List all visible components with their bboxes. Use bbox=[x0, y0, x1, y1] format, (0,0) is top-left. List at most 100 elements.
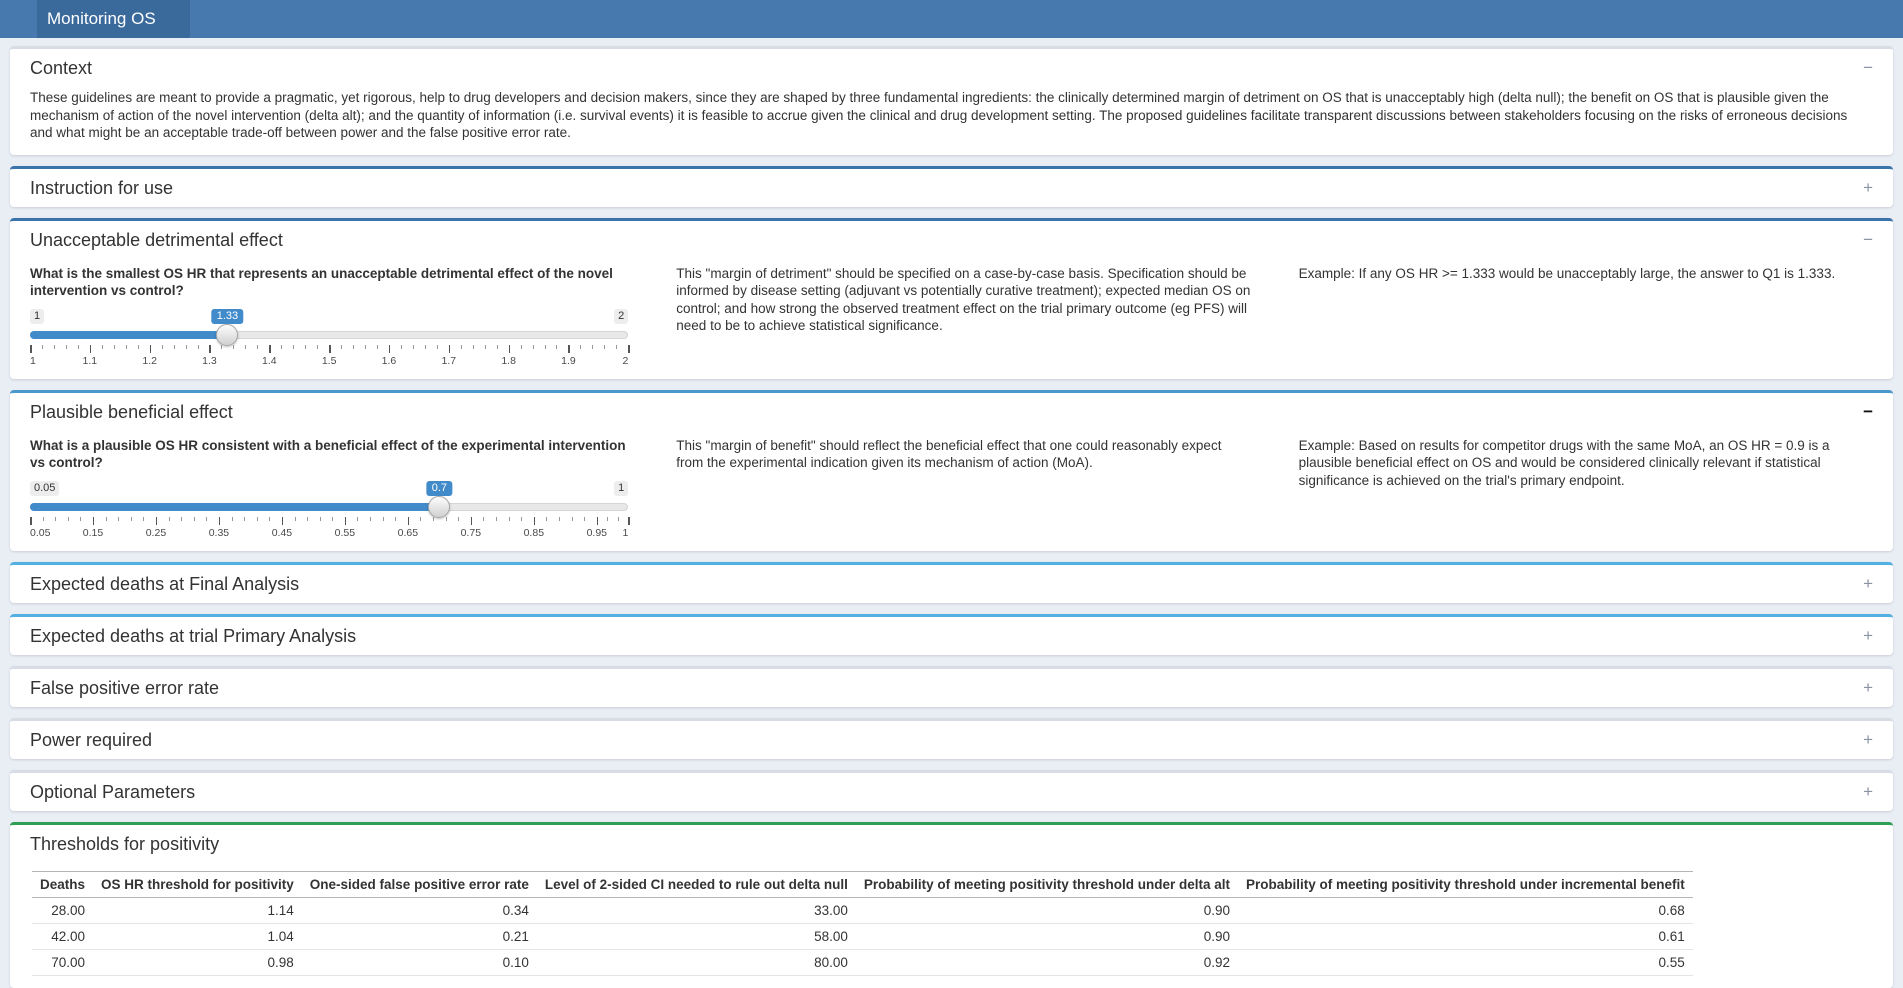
slider-minor-tick bbox=[105, 516, 107, 521]
table-header-row: Deaths OS HR threshold for positivity One-… bbox=[32, 870, 1693, 898]
slider-minor-tick bbox=[460, 344, 462, 349]
slider-minor-tick bbox=[113, 344, 115, 349]
slider-minor-tick bbox=[584, 516, 586, 521]
thresholds-table-wrapper: Deaths OS HR threshold for positivity One-… bbox=[10, 870, 1893, 988]
panel-plausible-header[interactable]: Plausible beneficial effect − bbox=[10, 393, 1893, 431]
panel-unacceptable-header[interactable]: Unacceptable detrimental effect − bbox=[10, 221, 1893, 259]
slider-minor-tick bbox=[269, 516, 271, 521]
slider-minor-tick bbox=[412, 344, 414, 349]
panel-context-header[interactable]: Context − bbox=[10, 49, 1893, 87]
panel-expected-final-header[interactable]: Expected deaths at Final Analysis + bbox=[10, 565, 1893, 603]
panel-power-header[interactable]: Power required + bbox=[10, 721, 1893, 759]
slider-minor-tick bbox=[484, 344, 486, 349]
panel-optional-header[interactable]: Optional Parameters + bbox=[10, 773, 1893, 811]
slider-minor-tick bbox=[231, 516, 233, 521]
slider-major-tick bbox=[407, 516, 410, 525]
tab-monitoring-os[interactable]: Monitoring OS bbox=[37, 0, 190, 38]
slider-tick-label: 0.95 bbox=[586, 526, 608, 539]
panel-unacceptable-detrimental-effect: Unacceptable detrimental effect − What i… bbox=[10, 217, 1893, 379]
table-cell: 70.00 bbox=[32, 949, 94, 976]
slider-tick-label: 1.4 bbox=[262, 354, 277, 367]
os-hr-benefit-slider[interactable]: 0.05 1 0.7 0.05 0.15 0.25 0.35 0.45 0.55 0.65 0.75… bbox=[30, 480, 630, 539]
slider-handle[interactable] bbox=[216, 323, 239, 346]
expand-plus-icon[interactable]: + bbox=[1863, 729, 1873, 749]
slider-grid: 0.05 0.15 0.25 0.35 0.45 0.55 0.65 0.75 0.85 0.95… bbox=[30, 516, 630, 539]
slider-minor-tick bbox=[101, 344, 103, 349]
slider-major-tick bbox=[155, 516, 158, 525]
slider-major-tick bbox=[470, 516, 473, 525]
slider-minor-tick bbox=[400, 344, 402, 349]
slider-tick-label: 1.9 bbox=[561, 354, 576, 367]
table-cell: 80.00 bbox=[536, 949, 856, 976]
slider-minor-tick bbox=[458, 516, 460, 521]
slider-tick-label: 1.6 bbox=[381, 354, 397, 367]
main-content: Context − These guidelines are meant to … bbox=[0, 38, 1903, 988]
table-header-cell: One-sided false positive error rate bbox=[301, 870, 537, 898]
slider-major-tick bbox=[388, 344, 391, 353]
slider-column: What is the smallest OS HR that represen… bbox=[30, 261, 630, 367]
slider-minor-tick bbox=[67, 516, 69, 521]
slider-minor-tick bbox=[616, 344, 618, 349]
slider-minor-tick bbox=[256, 516, 258, 521]
slider-minor-tick bbox=[181, 516, 183, 521]
table-cell: 1.04 bbox=[93, 923, 302, 950]
table-row: 28.00 1.14 0.34 33.00 0.90 0.68 bbox=[32, 897, 1693, 924]
slider-tick-label: 1.2 bbox=[142, 354, 157, 367]
slider-minor-tick bbox=[382, 516, 384, 521]
expand-plus-icon[interactable]: + bbox=[1863, 625, 1873, 645]
panel-expected-primary-header[interactable]: Expected deaths at trial Primary Analysi… bbox=[10, 617, 1893, 655]
slider-tick-label: 0.75 bbox=[460, 526, 482, 539]
slider-minor-tick bbox=[433, 516, 435, 521]
detriment-note: This "margin of detriment" should be spe… bbox=[676, 265, 1251, 334]
panel-title: Unacceptable detrimental effect bbox=[30, 229, 283, 250]
panel-title: Instruction for use bbox=[30, 177, 174, 198]
slider-minor-tick bbox=[143, 516, 145, 521]
expand-plus-icon[interactable]: + bbox=[1863, 677, 1873, 697]
slider-minor-tick bbox=[294, 516, 296, 521]
panel-plausible-beneficial-effect: Plausible beneficial effect − What is a … bbox=[10, 389, 1893, 551]
slider-major-tick bbox=[92, 516, 95, 525]
table-cell: 0.61 bbox=[1237, 923, 1693, 950]
collapse-minus-icon[interactable]: − bbox=[1863, 229, 1873, 249]
context-paragraph: These guidelines are meant to provide a … bbox=[30, 90, 1848, 140]
slider-major-tick bbox=[218, 516, 221, 525]
detriment-question: What is the smallest OS HR that represen… bbox=[30, 265, 613, 298]
slider-minor-tick bbox=[607, 516, 609, 521]
slider-minor-tick bbox=[53, 344, 55, 349]
table-cell: 28.00 bbox=[32, 897, 94, 924]
table-row: 42.00 1.04 0.21 58.00 0.90 0.61 bbox=[32, 923, 1693, 950]
slider-major-tick bbox=[628, 516, 630, 525]
slider-minor-tick bbox=[420, 516, 422, 521]
slider-major-tick bbox=[149, 344, 152, 353]
slider-minor-tick bbox=[293, 344, 295, 349]
slider-min-label: 1 bbox=[30, 308, 45, 324]
slider-minor-tick bbox=[571, 516, 573, 521]
panel-title: Power required bbox=[30, 729, 153, 750]
expand-plus-icon[interactable]: + bbox=[1863, 781, 1873, 801]
table-cell: 0.90 bbox=[855, 897, 1238, 924]
slider-minor-tick bbox=[206, 516, 208, 521]
slider-minor-tick bbox=[173, 344, 175, 349]
expand-plus-icon[interactable]: + bbox=[1863, 177, 1873, 197]
panel-false-positive-header[interactable]: False positive error rate + bbox=[10, 669, 1893, 707]
panel-title: Optional Parameters bbox=[30, 781, 196, 802]
collapse-minus-icon[interactable]: − bbox=[1863, 401, 1873, 421]
slider-minor-tick bbox=[125, 344, 127, 349]
collapse-minus-icon[interactable]: − bbox=[1863, 58, 1873, 77]
table-header-cell: Probability of meeting positivity thresh… bbox=[1237, 870, 1693, 898]
detriment-example: Example: If any OS HR >= 1.333 would be … bbox=[1298, 265, 1836, 281]
slider-handle[interactable] bbox=[428, 495, 451, 518]
plausible-effect-body: What is a plausible OS HR consistent wit… bbox=[10, 431, 1893, 551]
slider-minor-tick bbox=[244, 516, 246, 521]
panel-thresholds-header[interactable]: Thresholds for positivity bbox=[10, 825, 1893, 863]
slider-tick-label: 0.05 bbox=[30, 526, 51, 539]
panel-instruction-header[interactable]: Instruction for use + bbox=[10, 169, 1893, 207]
os-hr-detriment-slider[interactable]: 1 2 1.33 1 1.1 1.2 1.3 1.4 1.5 1.6 1.7 1.8 1.9 2 bbox=[30, 308, 630, 367]
slider-minor-tick bbox=[544, 344, 546, 349]
panel-power-required: Power required + bbox=[10, 717, 1893, 759]
slider-minor-tick bbox=[604, 344, 606, 349]
slider-minor-tick bbox=[42, 516, 44, 521]
slider-minor-tick bbox=[319, 516, 321, 521]
expand-plus-icon[interactable]: + bbox=[1863, 573, 1873, 593]
slider-tick-label: 1.8 bbox=[501, 354, 516, 367]
